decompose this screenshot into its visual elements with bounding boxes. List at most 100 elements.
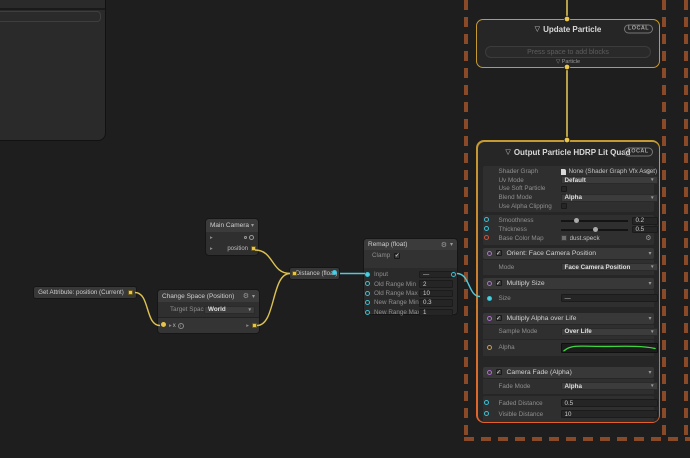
block-port[interactable] [486,250,492,256]
add-blocks-placeholder[interactable]: Press space to add blocks [485,46,651,58]
float-port[interactable] [483,217,489,223]
float-port[interactable] [483,226,489,232]
block-port[interactable] [486,369,492,375]
texture-thumbnail-icon [560,235,567,242]
block-port[interactable] [486,315,492,321]
main-camera-header[interactable]: Main Camera ▾ [206,219,258,232]
alpha-curve-field[interactable] [560,342,658,353]
distance-output-port[interactable] [332,270,337,275]
block-port[interactable] [486,280,492,286]
distance-input-port[interactable] [292,270,297,276]
chevron-down-icon[interactable]: ▾ [648,315,652,322]
flow-triangle-icon: ▽ [505,149,511,156]
alpha-curve-widget[interactable] [560,342,658,353]
gear-icon[interactable]: ⚙ [242,293,249,300]
new-range-min-field[interactable]: 0.3 [419,299,453,307]
chevron-down-icon[interactable]: ▾ [250,223,254,229]
old-range-max-field[interactable]: 10 [419,289,453,298]
remap-output-port[interactable] [451,272,456,277]
expander-icon[interactable]: ▸ [210,246,213,252]
camera-fade-distances-strip: Faded Distance 0.5 Visible Distance 10 [482,395,658,422]
setting-row-use-alpha-clipping: Use Alpha Clipping [483,202,654,211]
blackboard-field-row[interactable] [0,11,101,22]
chevron-down-icon[interactable]: ▾ [449,242,453,248]
block-camera-fade-header[interactable]: ✓ Camera Fade (Alpha) ▾ [482,366,654,378]
position-input-port[interactable] [161,322,166,327]
input-port-connected[interactable] [365,272,370,277]
block-fade-mode-row: Fade Mode Alpha ▾ [482,378,658,394]
float-port[interactable] [483,399,489,405]
base-color-map-object-field[interactable]: dust.speck [560,234,658,242]
block-orient-header[interactable]: ✓ Orient: Face Camera Position ▾ [482,247,654,259]
shader-graph-object-field[interactable]: None (Shader Graph Vfx Asset) [560,168,658,176]
target-space-dropdown[interactable]: World ▾ [204,305,255,314]
setting-row-uv-mode: Uv Mode Default ▾ [483,176,658,185]
block-multiply-alpha-header[interactable]: ✓ Multiply Alpha over Life ▾ [482,312,654,324]
sample-mode-dropdown[interactable]: Over Life ▾ [560,327,658,336]
curve-port[interactable] [486,345,492,350]
target-space-row: Target Space World ▾ [158,302,259,317]
float-port[interactable] [365,309,370,315]
block-enabled-checkbox[interactable]: ✓ [495,369,502,376]
size-value-field[interactable]: — [560,294,658,302]
change-space-ports-row: ▸ x i ▸ [158,317,259,333]
float-port[interactable] [483,410,489,416]
visible-distance-field[interactable]: 10 [560,410,658,418]
expander-icon[interactable]: ▸ [246,322,249,329]
remap-node[interactable]: Remap (float) ⚙ ▾ Clamp ✓ Input — Old Ra… [363,238,458,316]
uv-mode-dropdown[interactable]: Default ▾ [560,176,658,185]
block-alpha-curve-row: Alpha [482,339,658,356]
new-range-max-field[interactable]: 1 [419,308,453,316]
gear-icon[interactable]: ⚙ [645,235,652,243]
update-particle-context[interactable]: ▽ Update Particle LOCAL Press space to a… [476,19,660,68]
chevron-down-icon[interactable]: ▾ [648,280,652,287]
chevron-down-icon[interactable]: ▾ [251,293,255,300]
output-particle-context[interactable]: ▽ Output Particle HDRP Lit Quad LOCAL Sh… [477,141,659,422]
block-multiply-size-header[interactable]: ✓ Multiply Size ▾ [482,277,654,289]
chevron-down-icon[interactable]: ▾ [648,250,652,257]
chevron-down-icon: ▾ [650,328,654,335]
output-particle-header[interactable]: ▽ Output Particle HDRP Lit Quad LOCAL [478,142,659,163]
position-output-port[interactable] [251,246,256,251]
orient-mode-dropdown[interactable]: Face Camera Position ▾ [560,263,658,271]
use-alpha-clipping-checkbox[interactable] [560,203,567,210]
smoothness-value-field[interactable]: 0.2 [631,217,658,225]
blackboard-header-row[interactable] [0,0,105,10]
float-port[interactable] [365,300,370,306]
main-camera-node[interactable]: Main Camera ▾ ▸ ▸ position [205,218,259,256]
thickness-value-field[interactable]: 0.5 [631,225,658,234]
expander-icon[interactable]: ▸ [169,322,172,329]
faded-distance-field[interactable]: 0.5 [560,399,658,407]
gear-icon[interactable]: ⚙ [440,241,447,249]
old-range-min-field[interactable]: 2 [419,280,453,288]
change-space-node[interactable]: Change Space (Position) ⚙ ▾ Target Space… [157,289,260,334]
remap-header[interactable]: Remap (float) ⚙ ▾ [364,239,457,250]
camera-output-port[interactable] [249,235,254,240]
texture-port[interactable] [483,234,489,240]
position-output-port[interactable] [252,322,257,328]
get-attribute-node[interactable]: Get Attribute: position (Current) [33,286,137,299]
update-particle-header[interactable]: ▽ Update Particle LOCAL [477,20,659,38]
flow-triangle-icon: ▽ [534,26,541,33]
block-enabled-checkbox[interactable]: ✓ [495,280,502,287]
thickness-slider[interactable] [560,226,628,234]
clamp-checkbox[interactable]: ✓ [394,252,401,259]
input-value-field[interactable]: — [419,270,453,279]
smoothness-slider[interactable] [560,217,628,225]
float-port[interactable] [365,290,370,296]
change-space-header[interactable]: Change Space (Position) ⚙ ▾ [158,290,259,302]
gear-icon[interactable]: ⚙ [645,168,652,176]
fade-mode-dropdown[interactable]: Alpha ▾ [560,382,658,390]
expander-icon[interactable]: ▸ [210,234,213,241]
blend-mode-dropdown[interactable]: Alpha ▾ [560,193,658,202]
size-port-connected[interactable] [486,295,492,301]
block-enabled-checkbox[interactable]: ✓ [495,315,502,322]
float-port[interactable] [365,281,370,287]
block-enabled-checkbox[interactable]: ✓ [495,250,502,257]
attribute-output-port[interactable] [128,289,133,295]
use-soft-particle-checkbox[interactable] [560,185,567,192]
chevron-down-icon: ▾ [650,194,654,201]
chevron-down-icon[interactable]: ▾ [648,369,652,376]
distance-node[interactable]: Distance (float) [289,267,340,280]
